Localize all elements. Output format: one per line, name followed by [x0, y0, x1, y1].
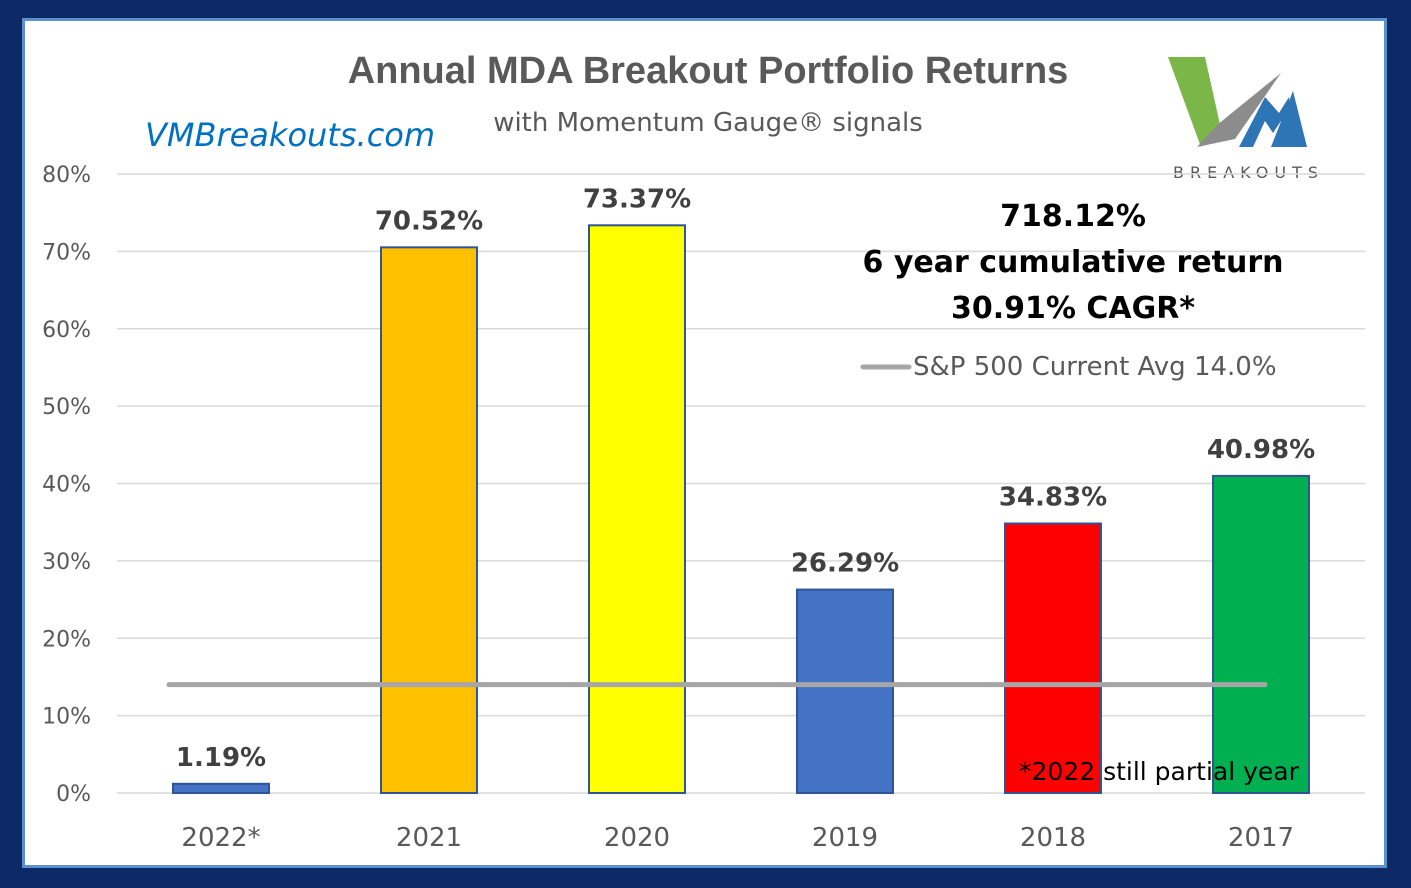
y-axis-ticks: 0% 10% 20% 30% 40% 50% 60% 70% 80% [42, 163, 91, 807]
site-link[interactable]: VMBreakouts.com [145, 116, 435, 154]
y-tick-label: 80% [42, 163, 91, 188]
y-tick-label: 10% [42, 705, 91, 730]
x-category-label: 2019 [812, 823, 878, 853]
x-category-label: 2020 [604, 823, 670, 853]
data-label: 26.29% [791, 549, 899, 579]
legend-label: S&P 500 Current Avg 14.0% [913, 352, 1277, 382]
data-label: 34.83% [999, 483, 1107, 513]
y-tick-label: 20% [42, 627, 91, 652]
y-tick-label: 40% [42, 473, 91, 498]
logo-text: BREAKOUTS [1173, 163, 1324, 182]
data-label: 73.37% [583, 184, 691, 214]
chart-subtitle: with Momentum Gauge® signals [493, 108, 923, 138]
data-label: 40.98% [1207, 435, 1315, 465]
bar-2022 [172, 782, 270, 794]
bar-2017 [1212, 474, 1310, 794]
grid-lines [117, 173, 1365, 794]
y-tick-label: 50% [42, 395, 91, 420]
cagr-value: 30.91% CAGR* [951, 291, 1195, 326]
bar-2021 [380, 246, 478, 794]
x-axis-categories: 2022* 2021 2020 2019 2018 2017 [181, 823, 1294, 853]
data-label: 70.52% [375, 206, 483, 236]
footnote: *2022 still partial year [1019, 757, 1300, 786]
y-tick-label: 60% [42, 318, 91, 343]
bar-2018 [1004, 522, 1102, 794]
bar-2019 [796, 588, 894, 794]
cumulative-return-label: 6 year cumulative return [863, 245, 1284, 280]
data-label: 1.19% [176, 743, 266, 773]
bar-2020 [588, 224, 686, 794]
data-labels: 1.19% 70.52% 73.37% 26.29% 34.83% 40.98% [176, 184, 1315, 772]
y-tick-label: 70% [42, 240, 91, 265]
chart-title: Annual MDA Breakout Portfolio Returns [348, 50, 1069, 92]
bars [172, 224, 1310, 794]
x-category-label: 2022* [181, 823, 260, 853]
chart-panel: Annual MDA Breakout Portfolio Returns wi… [22, 18, 1387, 868]
cumulative-return-value: 718.12% [1000, 199, 1146, 234]
vm-logo-icon: BREAKOUTS [1168, 57, 1324, 182]
cumulative-annotation: 718.12% 6 year cumulative return 30.91% … [863, 199, 1284, 326]
y-tick-label: 30% [42, 550, 91, 575]
x-category-label: 2017 [1228, 823, 1294, 853]
bar-chart: Annual MDA Breakout Portfolio Returns wi… [42, 50, 1365, 853]
x-category-label: 2018 [1020, 823, 1086, 853]
x-category-label: 2021 [396, 823, 462, 853]
y-tick-label: 0% [56, 782, 91, 807]
legend: S&P 500 Current Avg 14.0% [860, 352, 1277, 382]
